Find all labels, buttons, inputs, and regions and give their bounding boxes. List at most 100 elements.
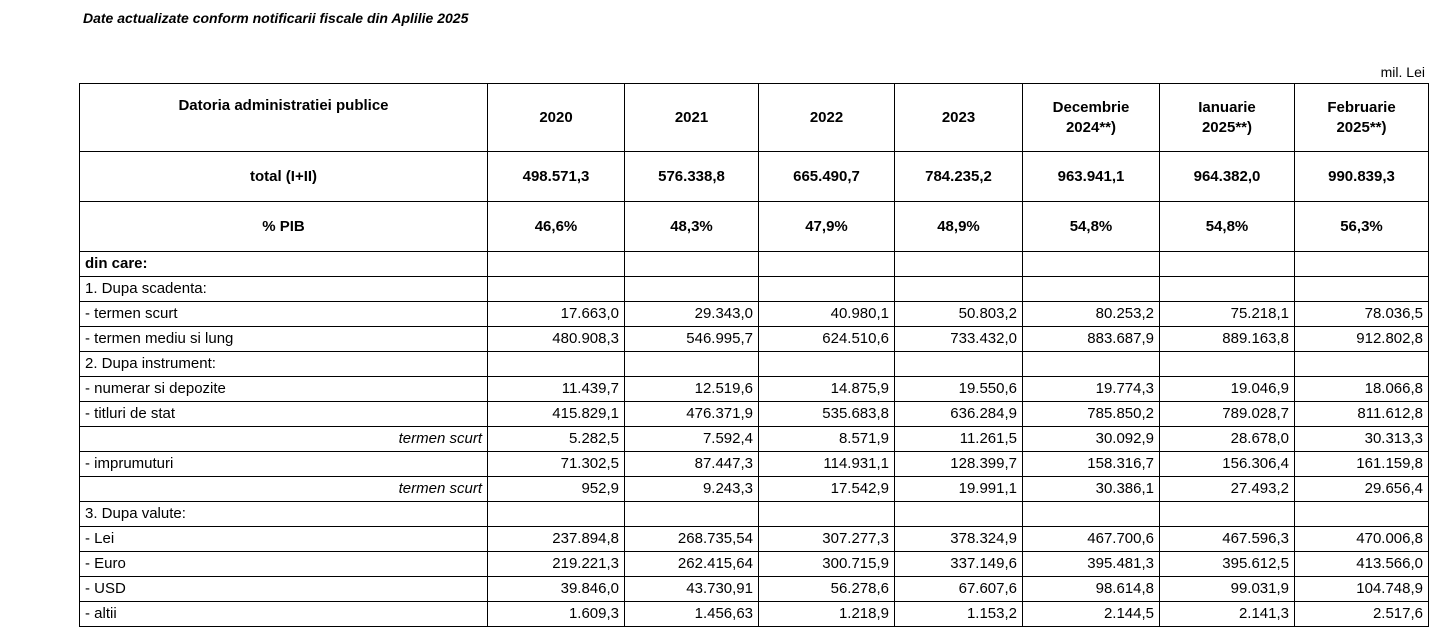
table-cell (624, 501, 759, 527)
table-row: termen scurt 952,9 9.243,3 17.542,9 19.991,1… (79, 476, 1429, 502)
table-cell (487, 501, 625, 527)
table-cell: 785.850,2 (1022, 401, 1160, 427)
column-header-line: 2025**) (1201, 118, 1253, 136)
table-cell: 624.510,6 (758, 326, 895, 352)
table-cell: 480.908,3 (487, 326, 625, 352)
table-cell: 56.278,6 (758, 576, 895, 602)
column-header: Decembrie 2024**) (1022, 83, 1160, 152)
table-cell (487, 251, 625, 277)
table-row: - numerar si depozite 11.439,7 12.519,6 14.… (79, 376, 1429, 402)
table-cell: 54,8% (1159, 201, 1295, 252)
table-cell: 19.046,9 (1159, 376, 1295, 402)
table-cell: 17.663,0 (487, 301, 625, 327)
table-cell: 46,6% (487, 201, 625, 252)
table-cell: 30.313,3 (1294, 426, 1429, 452)
table-cell: 17.542,9 (758, 476, 895, 502)
table-cell: 636.284,9 (894, 401, 1023, 427)
row-label: - termen scurt (79, 301, 488, 327)
table-cell: 18.066,8 (1294, 376, 1429, 402)
table-row: 1. Dupa scadenta: (79, 276, 1429, 302)
table-row: - Euro 219.221,3 262.415,64 300.715,9 337.14… (79, 551, 1429, 577)
table-cell (894, 251, 1023, 277)
table-row: - termen scurt 17.663,0 29.343,0 40.980,1 50… (79, 301, 1429, 327)
table-cell: 415.829,1 (487, 401, 625, 427)
table-cell: 413.566,0 (1294, 551, 1429, 577)
column-header: 2021 (624, 83, 759, 152)
column-header-line: Decembrie (1052, 98, 1130, 116)
table-cell: 14.875,9 (758, 376, 895, 402)
table-row: - Lei 237.894,8 268.735,54 307.277,3 378.324… (79, 526, 1429, 552)
table-cell: 87.447,3 (624, 451, 759, 477)
table-cell: 1.218,9 (758, 601, 895, 627)
table-cell: 268.735,54 (624, 526, 759, 552)
header-title: Datoria administratiei publice (79, 83, 488, 152)
table-row: 3. Dupa valute: (79, 501, 1429, 527)
column-header-line: Februarie (1327, 98, 1396, 116)
column-header: Februarie 2025**) (1294, 83, 1429, 152)
table-cell: 80.253,2 (1022, 301, 1160, 327)
table-cell (1159, 351, 1295, 377)
table-cell (758, 351, 895, 377)
table-cell: 2.141,3 (1159, 601, 1295, 627)
table-cell: 54,8% (1022, 201, 1160, 252)
table-cell (1159, 251, 1295, 277)
table-cell (758, 501, 895, 527)
table-cell: 470.006,8 (1294, 526, 1429, 552)
table-cell: 9.243,3 (624, 476, 759, 502)
table-row: - USD 39.846,0 43.730,91 56.278,6 67.607,6 98… (79, 576, 1429, 602)
table-cell (624, 276, 759, 302)
table-cell: 75.218,1 (1159, 301, 1295, 327)
table-cell: 78.036,5 (1294, 301, 1429, 327)
table-cell: 71.302,5 (487, 451, 625, 477)
table-cell: 300.715,9 (758, 551, 895, 577)
table-cell: 883.687,9 (1022, 326, 1160, 352)
table-row: - imprumuturi 71.302,5 87.447,3 114.931,1 12… (79, 451, 1429, 477)
column-header: 2022 (758, 83, 895, 152)
table-cell: 28.678,0 (1159, 426, 1295, 452)
table-cell (1022, 276, 1160, 302)
table-cell: 48,3% (624, 201, 759, 252)
table-cell: 11.261,5 (894, 426, 1023, 452)
table-cell: 1.456,63 (624, 601, 759, 627)
table-cell: 237.894,8 (487, 526, 625, 552)
table-cell: 104.748,9 (1294, 576, 1429, 602)
column-header: 2023 (894, 83, 1023, 152)
table-cell: 7.592,4 (624, 426, 759, 452)
table-cell: 733.432,0 (894, 326, 1023, 352)
table-cell: 262.415,64 (624, 551, 759, 577)
table-cell: 395.481,3 (1022, 551, 1160, 577)
table-cell: 784.235,2 (894, 151, 1023, 202)
column-header-line: 2024**) (1065, 118, 1117, 136)
unit-label: mil. Lei (1380, 64, 1425, 80)
table-cell (1159, 276, 1295, 302)
row-label: din care: (79, 251, 488, 277)
table-cell: 219.221,3 (487, 551, 625, 577)
row-label: 1. Dupa scadenta: (79, 276, 488, 302)
pib-row: % PIB 46,6% 48,3% 47,9% 48,9% 54,8% 54,8… (79, 201, 1429, 252)
table-row: - altii 1.609,3 1.456,63 1.218,9 1.153,2 2.14… (79, 601, 1429, 627)
table-cell: 40.980,1 (758, 301, 895, 327)
row-label: - numerar si depozite (79, 376, 488, 402)
table-cell: 467.596,3 (1159, 526, 1295, 552)
table-cell: 576.338,8 (624, 151, 759, 202)
table-cell (1022, 251, 1160, 277)
table-cell (894, 501, 1023, 527)
table-cell: 19.991,1 (894, 476, 1023, 502)
column-header: Ianuarie 2025**) (1159, 83, 1295, 152)
table-cell: 990.839,3 (1294, 151, 1429, 202)
table-cell (1294, 501, 1429, 527)
table-cell (624, 351, 759, 377)
table-cell (624, 251, 759, 277)
table-cell (487, 351, 625, 377)
table-cell: 56,3% (1294, 201, 1429, 252)
row-label: - altii (79, 601, 488, 627)
table-cell: 128.399,7 (894, 451, 1023, 477)
table-cell: 2.517,6 (1294, 601, 1429, 627)
table-cell: 50.803,2 (894, 301, 1023, 327)
table-cell: 43.730,91 (624, 576, 759, 602)
table-cell: 1.609,3 (487, 601, 625, 627)
table-cell: 99.031,9 (1159, 576, 1295, 602)
table-cell: 665.490,7 (758, 151, 895, 202)
table-cell: 5.282,5 (487, 426, 625, 452)
column-header: 2020 (487, 83, 625, 152)
